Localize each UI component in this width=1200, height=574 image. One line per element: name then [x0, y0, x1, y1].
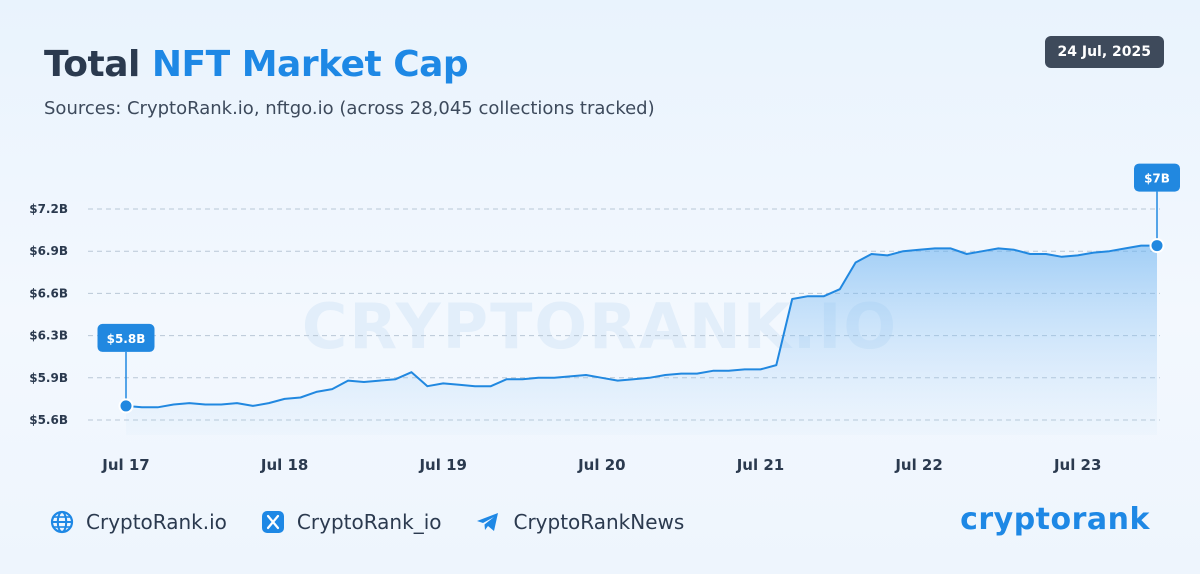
footer-link-label: CryptoRank_io: [296, 510, 442, 534]
x-tick-label: Jul 23: [1053, 456, 1102, 474]
series-area: [126, 245, 1157, 435]
x-tick-label: Jul 18: [260, 456, 309, 474]
x-tick-label: Jul 22: [894, 456, 943, 474]
y-tick-label: $7.2B: [29, 202, 68, 216]
title-accent: NFT Market Cap: [151, 44, 469, 85]
footer-link-label: CryptoRankNews: [513, 510, 685, 534]
annotation-point: [1149, 238, 1165, 254]
globe-icon: [50, 510, 74, 534]
footer-links: CryptoRank.io CryptoRank_io CryptoRankNe…: [50, 510, 718, 534]
annotation-label: $7B: [1144, 172, 1170, 186]
footer-link-x[interactable]: CryptoRank_io: [261, 510, 442, 534]
telegram-icon: [477, 513, 499, 531]
footer-link-website[interactable]: CryptoRank.io: [50, 510, 227, 534]
y-tick-label: $6.9B: [29, 244, 68, 258]
date-badge: 24 Jul, 2025: [1044, 36, 1164, 68]
title-prefix: Total: [44, 44, 140, 85]
y-tick-label: $5.9B: [29, 371, 68, 385]
brand-logo: cryptorank: [960, 502, 1150, 537]
x-tick-label: Jul 19: [418, 456, 467, 474]
page-title: Total NFT Market Cap: [44, 44, 469, 85]
y-tick-label: $5.6B: [29, 413, 68, 427]
annotation-point: [118, 398, 134, 414]
footer-link-telegram[interactable]: CryptoRankNews: [475, 510, 684, 534]
y-tick-label: $6.6B: [29, 286, 68, 300]
annotation-label: $5.8B: [107, 332, 146, 346]
x-tick-label: Jul 20: [577, 456, 626, 474]
y-tick-label: $6.3B: [29, 329, 68, 343]
x-tick-label: Jul 17: [101, 456, 150, 474]
x-tick-label: Jul 21: [736, 456, 785, 474]
series-line: [125, 244, 1157, 409]
annotation-badge: [1134, 163, 1180, 192]
annotation-badge: [97, 323, 155, 352]
x-logo-icon: [261, 511, 284, 533]
subtitle: Sources: CryptoRank.io, nftgo.io (across…: [44, 98, 655, 119]
footer-link-label: CryptoRank.io: [86, 510, 227, 534]
